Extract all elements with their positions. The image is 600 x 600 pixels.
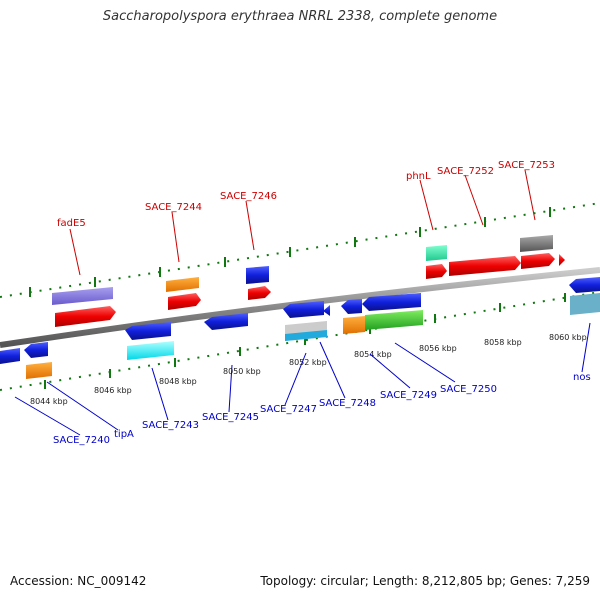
gene-SACE_7240[interactable] [0, 348, 20, 364]
gene-label-nos: nos [573, 372, 591, 383]
gene-SACE_7249-c[interactable] [343, 316, 365, 334]
tick-label: 8046 kbp [94, 386, 132, 395]
gene-label-SACE_7244: SACE_7244 [145, 202, 202, 213]
gene-SACE_7252[interactable] [449, 256, 521, 276]
gene-label-SACE_7253: SACE_7253 [498, 160, 555, 171]
tick-label: 8048 kbp [159, 377, 197, 386]
gene-fadE5-arrow[interactable] [55, 306, 116, 327]
gene-SACE_7253-a[interactable] [520, 235, 553, 252]
accession-text: Accession: NC_009142 [10, 574, 147, 588]
gene-label-fadE5: fadE5 [57, 218, 86, 229]
gene-SACE_7246-b[interactable] [248, 286, 271, 300]
gene-SACE_7243-a[interactable] [125, 322, 171, 340]
gene-nos-a[interactable] [569, 277, 600, 293]
topology-summary-text: Topology: circular; Length: 8,212,805 bp… [260, 574, 590, 588]
tick-label: 8052 kbp [289, 358, 327, 367]
gene-SACE_7249-a[interactable] [341, 299, 362, 314]
gene-SACE_7247-b[interactable] [323, 305, 330, 316]
gene-label-SACE_7250: SACE_7250 [440, 384, 497, 395]
gene-fadE5[interactable] [52, 287, 113, 305]
gene-label-phnL: phnL [406, 171, 431, 182]
map-title: Saccharopolyspora erythraea NRRL 2338, c… [102, 9, 498, 24]
reverse-leaders [14, 322, 591, 436]
tick-label: 8054 kbp [354, 350, 392, 359]
forward-genes [52, 235, 565, 327]
gene-SACE_7246-a[interactable] [246, 266, 269, 284]
gene-SACE_7243-b[interactable] [127, 341, 174, 360]
gene-SACE_7249-b[interactable] [362, 293, 421, 311]
gene-SACE_7247-a[interactable] [283, 301, 324, 318]
gene-SACE_7250[interactable] [365, 310, 423, 330]
gene-nos-b[interactable] [570, 293, 600, 315]
tick-label: 8056 kbp [419, 344, 457, 353]
forward-tick-track [0, 202, 600, 298]
reverse-tick-track [0, 291, 600, 391]
gene-SACE_7244-a[interactable] [166, 277, 199, 292]
tick-label: 8058 kbp [484, 338, 522, 347]
gene-label-SACE_7243: SACE_7243 [142, 420, 199, 431]
gene-edge-right[interactable] [559, 254, 565, 266]
reverse-genes [0, 277, 600, 379]
gene-label-SACE_7248: SACE_7248 [319, 398, 376, 409]
gene-label-SACE_7252: SACE_7252 [437, 166, 494, 177]
gene-label-SACE_7247: SACE_7247 [260, 404, 317, 415]
gene-label-SACE_7240: SACE_7240 [53, 435, 110, 446]
gene-tipA-a[interactable] [24, 342, 48, 358]
gene-tipA-b[interactable] [26, 362, 52, 379]
gene-label-tipA: tipA [114, 429, 134, 440]
gene-phnL-a[interactable] [426, 245, 447, 261]
gene-SACE_7253-b[interactable] [521, 253, 555, 269]
gene-label-SACE_7245: SACE_7245 [202, 412, 259, 423]
tick-label: 8060 kbp [549, 333, 587, 342]
gene-SACE_7244-b[interactable] [168, 293, 201, 310]
gene-SACE_7245[interactable] [204, 313, 248, 330]
gene-label-SACE_7246: SACE_7246 [220, 191, 277, 202]
gene-label-SACE_7249: SACE_7249 [380, 390, 437, 401]
tick-label: 8044 kbp [30, 397, 68, 406]
tick-label: 8050 kbp [223, 367, 261, 376]
gene-SACE_7248-stripe[interactable] [285, 330, 327, 341]
forward-leaders [69, 169, 536, 276]
gene-phnL-b[interactable] [426, 264, 447, 279]
